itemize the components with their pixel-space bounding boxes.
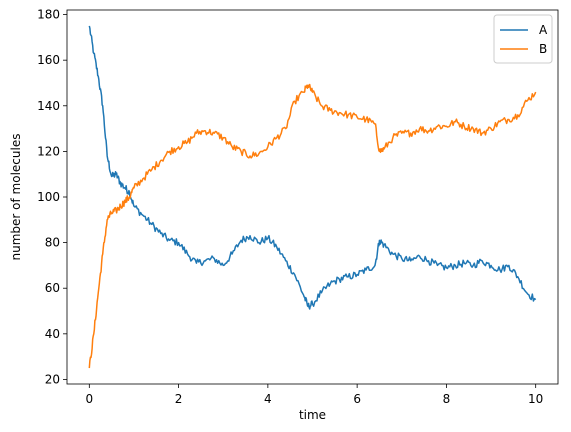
legend-label-a: A xyxy=(539,23,548,37)
legend: A B xyxy=(493,14,553,64)
series-line-a xyxy=(88,25,537,310)
x-axis-label: time xyxy=(299,408,326,422)
y-tick-label: 60 xyxy=(45,281,60,295)
y-tick-label: 160 xyxy=(37,53,60,67)
plot-frame xyxy=(66,9,559,385)
legend-box xyxy=(493,14,553,64)
y-tick-label: 100 xyxy=(37,190,60,204)
axes: 0 2 4 6 8 10 20 40 60 80 100 120 140 160 180 time num… xyxy=(9,8,559,422)
x-tick-label: 6 xyxy=(353,392,361,406)
series-line-b xyxy=(88,83,537,369)
y-ticks: 20 40 60 80 100 120 140 160 180 xyxy=(37,8,67,386)
y-tick-label: 40 xyxy=(45,327,60,341)
y-tick-label: 80 xyxy=(45,236,60,250)
y-tick-label: 120 xyxy=(37,144,60,158)
x-tick-label: 8 xyxy=(443,392,451,406)
x-tick-label: 4 xyxy=(264,392,272,406)
x-tick-label: 0 xyxy=(85,392,93,406)
series-layer xyxy=(88,25,537,369)
y-axis-label: number of molecules xyxy=(9,134,23,261)
legend-label-b: B xyxy=(539,42,547,56)
x-tick-label: 10 xyxy=(528,392,543,406)
x-ticks: 0 2 4 6 8 10 xyxy=(85,384,543,406)
x-tick-label: 2 xyxy=(175,392,183,406)
y-tick-label: 180 xyxy=(37,8,60,22)
y-tick-label: 20 xyxy=(45,372,60,386)
y-tick-label: 140 xyxy=(37,99,60,113)
